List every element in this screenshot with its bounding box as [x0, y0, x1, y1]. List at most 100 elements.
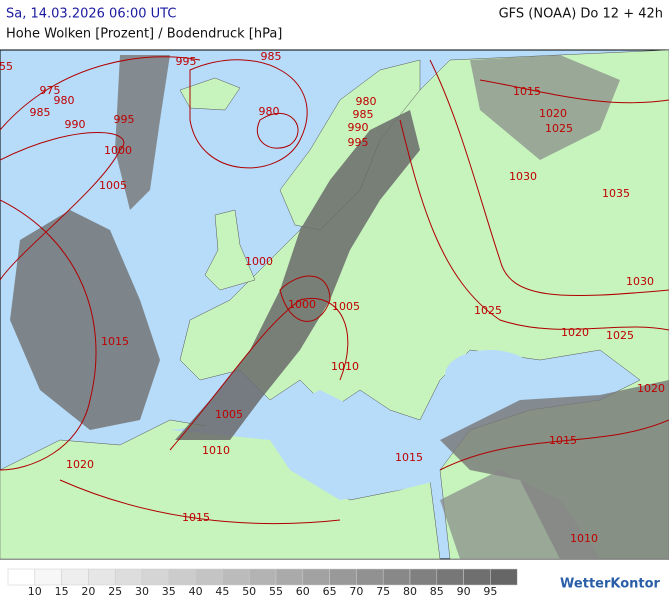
isobar [169, 298, 349, 451]
isobar-label: 1015 [513, 85, 541, 98]
isobar-label: 975 [40, 84, 61, 97]
legend-swatch [88, 568, 116, 586]
isobars [0, 56, 669, 525]
isobar-label: 1025 [474, 304, 502, 317]
isobar [189, 59, 308, 169]
land-britain [204, 209, 256, 291]
legend-swatch [490, 568, 518, 586]
isobar-label: 1020 [539, 107, 567, 120]
legend-label: 90 [457, 585, 471, 598]
legend-swatch [7, 568, 36, 586]
isobar-label: 1020 [637, 382, 665, 395]
mediterranean [170, 390, 440, 500]
legend-label: 50 [242, 585, 256, 598]
isobar [0, 56, 201, 131]
isobar-label: 1030 [509, 170, 537, 183]
isobar-label: 1000 [104, 144, 132, 157]
legend-label: 30 [135, 585, 149, 598]
isobar [59, 479, 341, 525]
legend-swatch [168, 568, 196, 586]
legend-label: 60 [296, 585, 310, 598]
legend-swatch [195, 568, 223, 586]
legend-swatch [114, 568, 143, 586]
isobar-label: 980 [54, 94, 75, 107]
isobar-label: 995 [348, 136, 369, 149]
logo: WetterKontor [560, 577, 661, 592]
isobar-label: 55 [0, 60, 13, 73]
isobar [0, 132, 125, 281]
legend-label: 45 [215, 585, 229, 598]
isobar-label: 1005 [99, 179, 127, 192]
legend-swatch [141, 568, 170, 586]
legend-swatch [356, 568, 384, 586]
legend-swatch [382, 568, 411, 586]
isobar-label: 1010 [202, 444, 230, 457]
isobar-label: 1010 [331, 360, 359, 373]
isobar-label: 980 [259, 105, 280, 118]
legend: 10 15 20 25 30 35 40 45 50 55 60 65 70 75 80 85 90 95 [7, 568, 518, 598]
black-sea [445, 350, 535, 400]
cloud-west [10, 210, 160, 430]
header-date: Sa, 14.03.2026 06:00 UTC [6, 7, 176, 22]
isobar-label: 1020 [66, 458, 94, 471]
cloud-northeast [470, 55, 620, 160]
isobar-label: 1005 [215, 408, 243, 421]
isobar-label: 1005 [332, 300, 360, 313]
isobar-label: 990 [348, 121, 369, 134]
legend-swatch [61, 568, 89, 586]
legend-swatch [248, 568, 277, 586]
isobar [439, 419, 669, 471]
isobar-label: 1035 [602, 187, 630, 200]
isobar-label: 1000 [245, 255, 273, 268]
legend-swatch [409, 568, 438, 586]
isobar-label: 1000 [288, 298, 316, 311]
header-model: GFS (NOAA) Do 12 + 42h [499, 7, 663, 22]
legend-label: 35 [162, 585, 176, 598]
isobar [479, 79, 669, 104]
isobar-label: 1025 [606, 329, 634, 342]
legend-label: 40 [189, 585, 203, 598]
legend-label: 70 [349, 585, 363, 598]
isobar-label: 985 [353, 108, 374, 121]
cloud-africa [440, 470, 600, 559]
isobar-label: 1015 [549, 434, 577, 447]
legend-swatch [275, 568, 304, 586]
isobar-label: 1030 [626, 275, 654, 288]
legend-label: 80 [403, 585, 417, 598]
isobar [256, 112, 299, 149]
legend-label: 15 [55, 585, 69, 598]
isobar-label: 980 [356, 95, 377, 108]
legend-swatch [329, 568, 357, 586]
isobar [429, 59, 669, 297]
legend-swatch [463, 568, 491, 586]
cloud-band [175, 110, 420, 440]
legend-label: 95 [483, 585, 497, 598]
legend-label: 65 [323, 585, 337, 598]
legend-label: 10 [28, 585, 42, 598]
legend-swatch [34, 568, 62, 586]
isobar-label: 990 [65, 118, 86, 131]
isobar-label: 1015 [101, 335, 129, 348]
isobar-label: 985 [30, 106, 51, 119]
isobar-label: 1010 [570, 532, 598, 545]
legend-swatch [302, 568, 330, 586]
header-subtitle: Hohe Wolken [Prozent] / Bodendruck [hPa] [6, 27, 282, 42]
isobar-label: 1015 [395, 451, 423, 464]
legend-label: 55 [269, 585, 283, 598]
isobar [399, 119, 669, 331]
legend-label: 25 [108, 585, 122, 598]
isobar [0, 199, 97, 471]
isobar [279, 275, 331, 322]
legend-swatch [436, 568, 464, 586]
cloud-southeast [440, 380, 669, 559]
legend-label: 20 [81, 585, 95, 598]
legend-label: 85 [430, 585, 444, 598]
isobar-label: 995 [114, 113, 135, 126]
isobar-label: 1020 [561, 326, 589, 339]
isobar-label: 1025 [545, 122, 573, 135]
isobar-label: 1015 [182, 511, 210, 524]
isobar-label: 995 [176, 55, 197, 68]
